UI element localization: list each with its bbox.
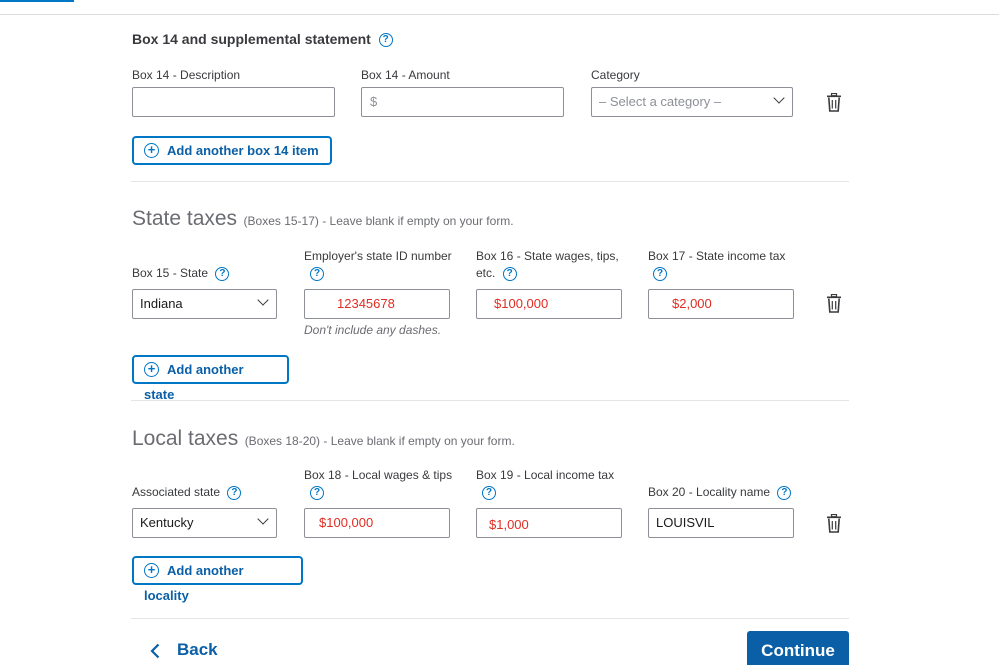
- top-bar-accent: [0, 0, 74, 2]
- employer-id-hint: Don't include any dashes.: [304, 323, 442, 337]
- box19-input[interactable]: $1,000: [476, 508, 622, 538]
- trash-icon[interactable]: [826, 294, 842, 313]
- local-taxes-subtitle: (Boxes 18-20) - Leave blank if empty on …: [244, 434, 515, 448]
- add-state-button[interactable]: + Add another state: [132, 355, 289, 402]
- trash-icon[interactable]: [826, 514, 842, 533]
- box20-label-text: Box 20 - Locality name: [648, 485, 771, 499]
- box14-amount-label: Box 14 - Amount: [361, 68, 450, 82]
- add-state-label: Add another state: [144, 362, 244, 402]
- category-select[interactable]: – Select a category –: [591, 87, 793, 117]
- chevron-down-icon: [773, 92, 785, 104]
- box14-description-input[interactable]: [132, 87, 335, 117]
- help-icon[interactable]: ?: [482, 486, 496, 500]
- state-taxes-title: State taxes: [132, 207, 238, 230]
- box14-section-title: Box 14 and supplemental statement ?: [132, 31, 393, 48]
- help-icon[interactable]: ?: [378, 33, 393, 48]
- state-taxes-heading: State taxes (Boxes 15-17) - Leave blank …: [132, 207, 514, 231]
- add-box14-item-label: Add another box 14 item: [167, 143, 319, 158]
- associated-state-select[interactable]: Kentucky: [132, 508, 277, 538]
- box14-amount-input[interactable]: $: [361, 87, 564, 117]
- help-icon[interactable]: ?: [777, 485, 792, 500]
- box20-input[interactable]: LOUISVIL: [648, 508, 794, 538]
- help-icon[interactable]: ?: [310, 486, 324, 500]
- continue-button[interactable]: Continue: [747, 631, 849, 665]
- box16-input[interactable]: $100,000: [476, 289, 622, 319]
- state-taxes-subtitle: (Boxes 15-17) - Leave blank if empty on …: [243, 214, 514, 228]
- section-divider: [131, 618, 849, 619]
- back-label: Back: [177, 640, 218, 659]
- chevron-left-icon: [150, 643, 160, 659]
- local-taxes-heading: Local taxes (Boxes 18-20) - Leave blank …: [132, 427, 515, 451]
- box14-title-text: Box 14 and supplemental statement: [132, 31, 371, 47]
- help-icon[interactable]: ?: [227, 485, 242, 500]
- associated-state-value: Kentucky: [140, 515, 194, 530]
- associated-state-label-text: Associated state: [132, 485, 221, 499]
- add-locality-label: Add another locality: [144, 563, 244, 603]
- employer-id-label: Employer's state ID number: [304, 249, 452, 263]
- trash-icon[interactable]: [826, 93, 842, 112]
- box20-label: Box 20 - Locality name ?: [648, 484, 792, 501]
- box17-label: Box 17 - State income tax: [648, 249, 786, 263]
- help-icon[interactable]: ?: [653, 267, 667, 281]
- box18-label: Box 18 - Local wages & tips: [304, 468, 453, 482]
- category-select-value: – Select a category –: [599, 94, 722, 109]
- box16-label-line2-text: etc.: [476, 266, 496, 280]
- plus-circle-icon: +: [144, 563, 159, 579]
- plus-circle-icon: +: [144, 362, 159, 378]
- box15-state-select[interactable]: Indiana: [132, 289, 277, 319]
- box15-label: Box 15 - State ?: [132, 265, 230, 282]
- box17-input[interactable]: $2,000: [648, 289, 794, 319]
- section-divider: [131, 181, 849, 182]
- associated-state-label: Associated state ?: [132, 484, 242, 501]
- top-bar: [0, 0, 999, 15]
- box15-state-value: Indiana: [140, 296, 183, 311]
- chevron-down-icon: [257, 513, 269, 525]
- box16-label-line2: etc. ?: [476, 265, 517, 282]
- plus-circle-icon: +: [144, 143, 159, 159]
- box18-input[interactable]: $100,000: [304, 508, 450, 538]
- box16-label-line1: Box 16 - State wages, tips,: [476, 249, 619, 263]
- section-divider: [131, 400, 849, 401]
- box15-label-text: Box 15 - State: [132, 266, 209, 280]
- help-icon[interactable]: ?: [215, 266, 230, 281]
- help-icon[interactable]: ?: [502, 266, 517, 281]
- employer-id-input[interactable]: 12345678: [304, 289, 450, 319]
- category-label: Category: [591, 68, 640, 82]
- box19-label: Box 19 - Local income tax: [476, 468, 615, 482]
- local-taxes-title: Local taxes: [132, 427, 239, 450]
- add-box14-item-button[interactable]: + Add another box 14 item: [132, 136, 332, 165]
- chevron-down-icon: [257, 294, 269, 306]
- add-locality-button[interactable]: + Add another locality: [132, 556, 303, 603]
- help-icon[interactable]: ?: [310, 267, 324, 281]
- box14-description-label: Box 14 - Description: [132, 68, 241, 82]
